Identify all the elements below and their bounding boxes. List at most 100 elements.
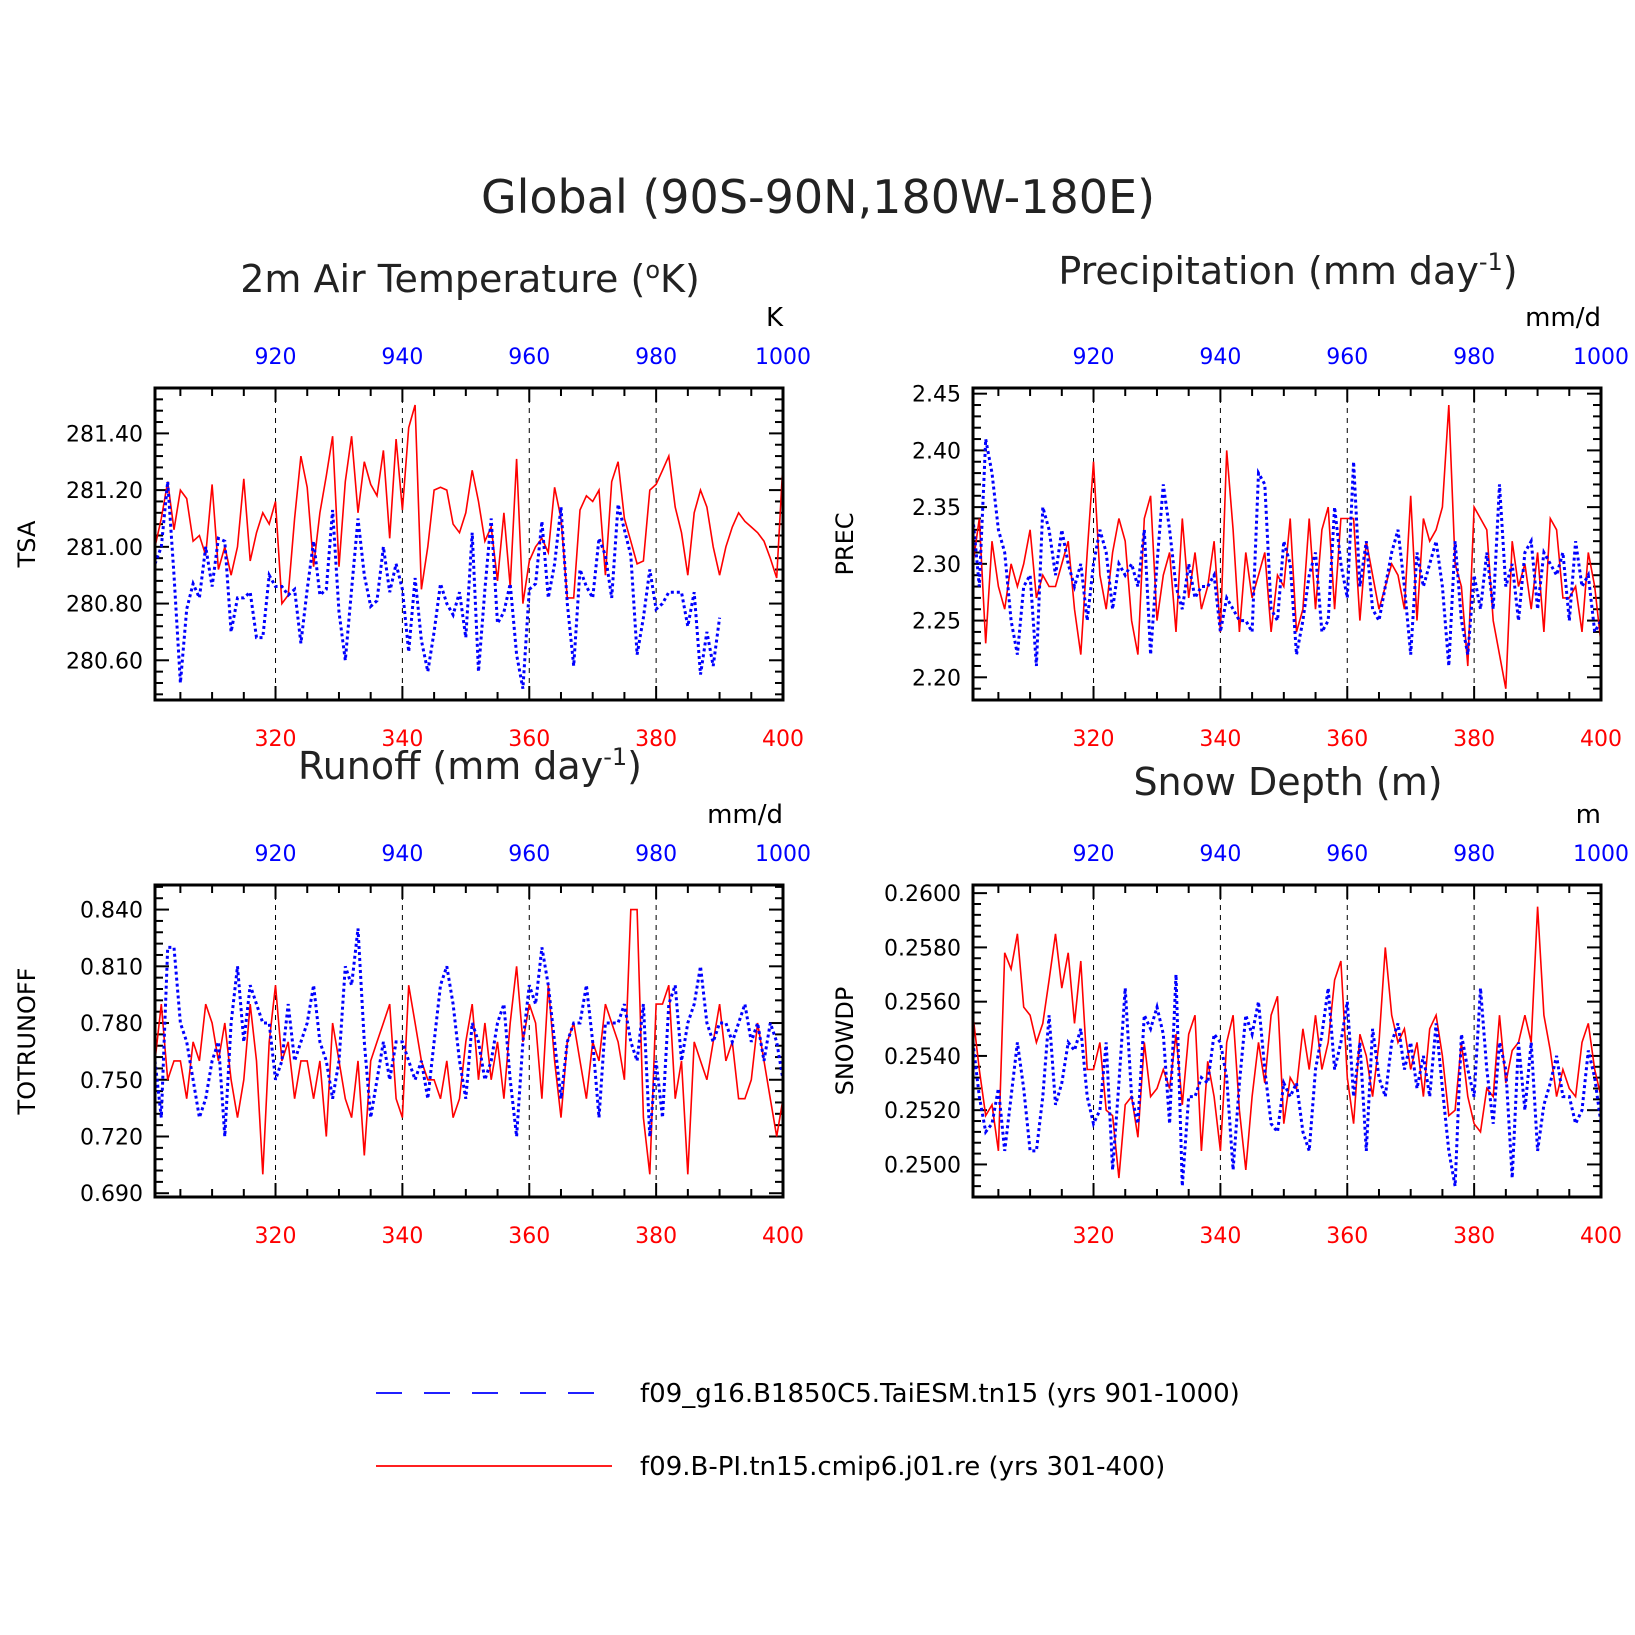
series-line-taiesm xyxy=(971,438,1603,667)
y-tick-label: 0.780 xyxy=(80,1012,143,1037)
x-bottom-tick-label: 400 xyxy=(762,1224,804,1249)
y-tick-label: 0.2520 xyxy=(884,1099,961,1124)
x-bottom-tick-label: 380 xyxy=(635,727,677,752)
series-line-cmip6 xyxy=(972,906,1602,1179)
y-tick-label: 281.00 xyxy=(66,536,143,561)
panel-title-suffix: K) xyxy=(660,257,700,301)
y-tick-label: 280.60 xyxy=(66,649,143,674)
legend-label: f09_g16.B1850C5.TaiESM.tn15 (yrs 901-100… xyxy=(640,1379,1240,1409)
y-axis-label: SNOWDP xyxy=(831,987,859,1096)
y-tick-label: 0.840 xyxy=(80,899,143,924)
y-tick-label: 2.35 xyxy=(912,496,961,521)
x-top-tick-label: 980 xyxy=(635,345,677,370)
unit-label: K xyxy=(766,303,784,333)
y-axis-label: TOTRUNOFF xyxy=(13,968,41,1116)
x-bottom-tick-label: 340 xyxy=(381,727,423,752)
x-top-tick-label: 940 xyxy=(1199,842,1241,867)
series-line-cmip6 xyxy=(154,908,784,1175)
plot-frame xyxy=(971,386,1603,702)
series-line-taiesm xyxy=(153,928,785,1137)
y-tick-label: 0.2580 xyxy=(884,936,961,961)
unit-label: mm/d xyxy=(707,800,783,830)
series-line-cmip6 xyxy=(972,404,1602,689)
series-line-taiesm xyxy=(153,481,722,689)
x-bottom-tick-label: 380 xyxy=(1453,1224,1495,1249)
panel-title-suffix: ) xyxy=(1503,249,1518,293)
x-top-tick-label: 920 xyxy=(1073,842,1115,867)
legend-label: f09.B-PI.tn15.cmip6.j01.re (yrs 301-400) xyxy=(640,1452,1165,1482)
main-title: Global (90S-90N,180W-180E) xyxy=(481,170,1155,224)
x-bottom-tick-label: 360 xyxy=(1326,1224,1368,1249)
x-top-tick-label: 980 xyxy=(1453,345,1495,370)
panel-totrunoff: Runoff (mm day-1) mm/d 0.840 0.810 0.780 0.75… xyxy=(13,743,811,1249)
series-line-taiesm xyxy=(971,974,1603,1187)
y-tick-label: 0.750 xyxy=(80,1069,143,1094)
panel-title: Runoff (mm day-1) xyxy=(298,743,642,788)
x-top-tick-label: 1000 xyxy=(755,345,811,370)
panel-title-text: Runoff (mm day xyxy=(298,744,603,788)
y-tick-label: 0.2500 xyxy=(884,1153,961,1178)
y-tick-label: 0.810 xyxy=(80,955,143,980)
panel-tsa: 2m Air Temperature (oK) K 281.40 281.20 281.… xyxy=(13,256,811,752)
x-bottom-tick-label: 400 xyxy=(762,727,804,752)
y-tick-label: 2.45 xyxy=(912,383,961,408)
y-tick-label: 0.2540 xyxy=(884,1045,961,1070)
x-top-tick-label: 960 xyxy=(1326,345,1368,370)
plot-frame xyxy=(153,386,785,702)
x-bottom-tick-label: 340 xyxy=(381,1224,423,1249)
x-bottom-tick-label: 380 xyxy=(1453,727,1495,752)
y-axis-label: TSA xyxy=(13,520,41,568)
y-axis-label: PREC xyxy=(831,512,859,575)
x-top-tick-label: 980 xyxy=(635,842,677,867)
y-tick-label: 2.30 xyxy=(912,553,961,578)
legend: f09_g16.B1850C5.TaiESM.tn15 (yrs 901-100… xyxy=(376,1379,1240,1482)
y-tick-label: 0.720 xyxy=(80,1125,143,1150)
panel-prec: Precipitation (mm day-1)mm/d2.452.402.35… xyxy=(831,248,1629,752)
x-bottom-tick-label: 320 xyxy=(255,1224,297,1249)
panel-title-suffix: ) xyxy=(627,744,642,788)
panel-snowdp: Snow Depth (m) m 0.2600 0.2580 0.2560 0.2540 0… xyxy=(831,760,1629,1249)
x-top-tick-label: 960 xyxy=(1326,842,1368,867)
x-bottom-tick-label: 360 xyxy=(508,1224,550,1249)
panel-title-sup: o xyxy=(645,256,660,284)
x-bottom-tick-label: 360 xyxy=(1326,727,1368,752)
x-top-tick-label: 960 xyxy=(508,842,550,867)
x-top-tick-label: 940 xyxy=(381,345,423,370)
x-top-tick-label: 1000 xyxy=(1573,345,1629,370)
x-bottom-tick-label: 360 xyxy=(508,727,550,752)
x-bottom-tick-label: 320 xyxy=(1073,727,1115,752)
x-top-tick-label: 1000 xyxy=(1573,842,1629,867)
y-tick-label: 280.80 xyxy=(66,593,143,618)
y-tick-label: 0.690 xyxy=(80,1182,143,1207)
y-tick-label: 0.2600 xyxy=(884,882,961,907)
panel-title-text: Precipitation (mm day xyxy=(1058,249,1478,293)
y-tick-label: 2.40 xyxy=(912,439,961,464)
x-top-tick-label: 920 xyxy=(1073,345,1115,370)
x-top-tick-label: 920 xyxy=(255,345,297,370)
unit-label: mm/d xyxy=(1525,303,1601,333)
plot-frame xyxy=(153,883,785,1199)
x-bottom-tick-label: 340 xyxy=(1199,1224,1241,1249)
y-tick-label: 281.20 xyxy=(66,479,143,504)
panel-title: Snow Depth (m) xyxy=(1133,760,1442,804)
x-top-tick-label: 940 xyxy=(381,842,423,867)
panels: 2m Air Temperature (oK) K 281.40 281.20 281.… xyxy=(13,248,1629,1249)
panel-title: 2m Air Temperature (oK) xyxy=(240,256,700,301)
x-top-tick-label: 920 xyxy=(255,842,297,867)
panel-title: Precipitation (mm day-1) xyxy=(1058,248,1517,293)
x-bottom-tick-label: 320 xyxy=(1073,1224,1115,1249)
x-top-tick-label: 980 xyxy=(1453,842,1495,867)
y-tick-label: 2.25 xyxy=(912,610,961,635)
x-top-tick-label: 1000 xyxy=(755,842,811,867)
panel-title-text: 2m Air Temperature ( xyxy=(240,257,645,301)
unit-label: m xyxy=(1576,800,1601,830)
y-tick-label: 0.2560 xyxy=(884,991,961,1016)
x-bottom-tick-label: 320 xyxy=(255,727,297,752)
x-bottom-tick-label: 380 xyxy=(635,1224,677,1249)
panel-title-sup: -1 xyxy=(1479,248,1503,276)
x-bottom-tick-label: 400 xyxy=(1580,727,1622,752)
y-tick-label: 281.40 xyxy=(66,422,143,447)
plot-frame xyxy=(971,883,1603,1199)
panel-title-text: Snow Depth (m) xyxy=(1133,760,1442,804)
